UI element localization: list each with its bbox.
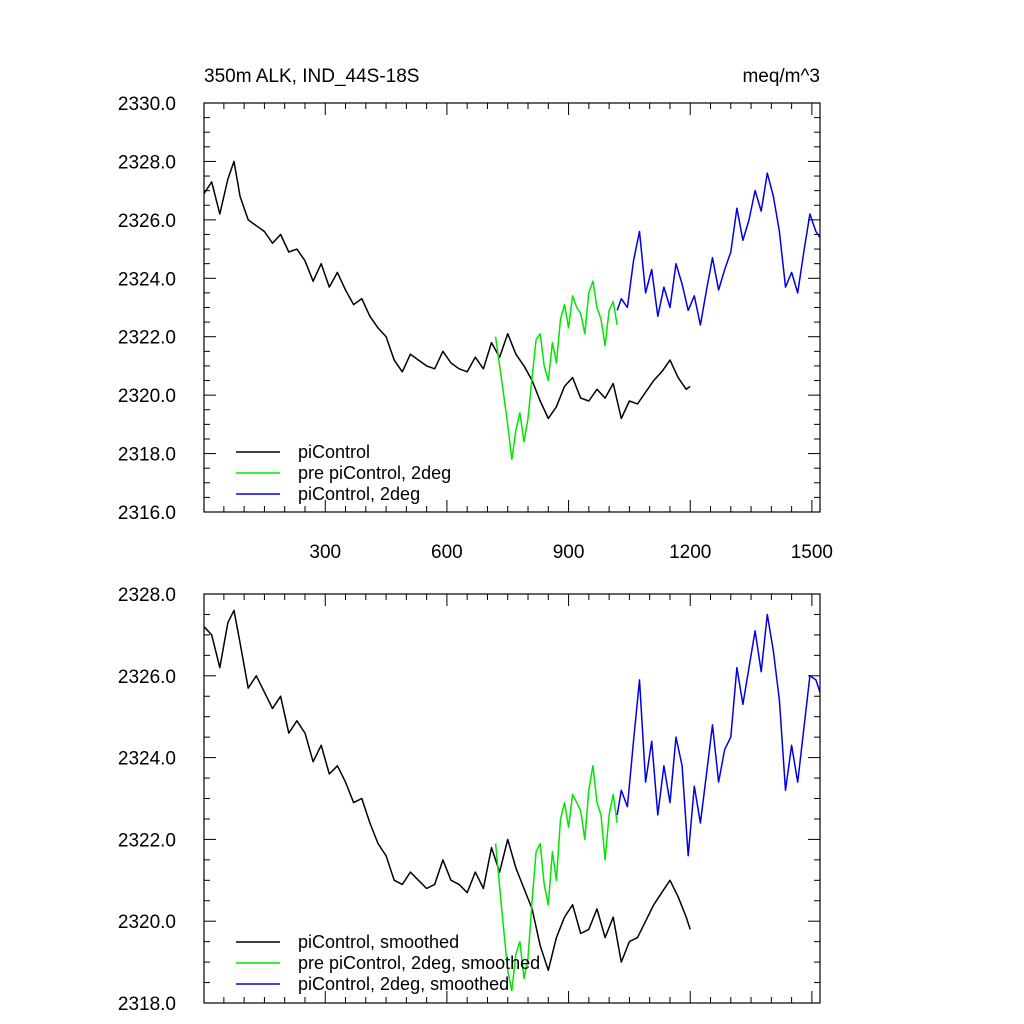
bottom-plot-frame — [203, 593, 821, 1004]
y-tick-label: 2324.0 — [118, 269, 176, 290]
y-tick-label: 2322.0 — [118, 328, 176, 349]
y-tick-label: 2326.0 — [118, 211, 176, 232]
y-tick-label: 2326.0 — [118, 667, 176, 688]
y-tick-label: 2330.0 — [118, 94, 176, 115]
x-tick-label: 900 — [553, 542, 585, 563]
y-tick-label: 2328.0 — [118, 585, 176, 606]
series-line-2 — [616, 613, 821, 857]
y-tick-label: 2320.0 — [118, 386, 176, 407]
series-line-1 — [494, 765, 618, 992]
x-tick-label: 1500 — [791, 542, 833, 563]
y-tick-label: 2322.0 — [118, 830, 176, 851]
y-tick-label: 2318.0 — [118, 445, 176, 466]
series-line-2 — [616, 172, 821, 326]
top-panel: 350m ALK, IND_44S-18S meq/m^3 2316.0 2318… — [118, 66, 833, 563]
legend-label: pre piControl, 2deg, smoothed — [298, 953, 540, 973]
y-tick-label: 2316.0 — [118, 503, 176, 524]
x-tick-label: 1200 — [669, 542, 711, 563]
chart-title-left: 350m ALK, IND_44S-18S — [204, 66, 419, 87]
y-tick-label: 2328.0 — [118, 152, 176, 173]
legend-label: piControl — [298, 442, 370, 462]
legend-label: piControl, smoothed — [298, 932, 459, 952]
y-tick-label: 2318.0 — [118, 994, 176, 1015]
series-line-0 — [203, 160, 691, 420]
y-tick-label: 2320.0 — [118, 912, 176, 933]
legend-label: pre piControl, 2deg — [298, 463, 451, 483]
series-line-0 — [203, 609, 691, 972]
top-plot-frame — [203, 102, 821, 513]
y-tick-label: 2324.0 — [118, 749, 176, 770]
x-tick-label: 300 — [309, 542, 341, 563]
bottom-panel: 2318.0 2320.0 2322.0 2324.0 2326.0 2328.0 piC… — [118, 585, 821, 1015]
legend-label: piControl, 2deg, smoothed — [298, 974, 509, 994]
series-line-1 — [494, 280, 618, 461]
x-tick-label: 600 — [431, 542, 463, 563]
chart-title-right: meq/m^3 — [742, 66, 820, 87]
legend-label: piControl, 2deg — [298, 484, 420, 504]
